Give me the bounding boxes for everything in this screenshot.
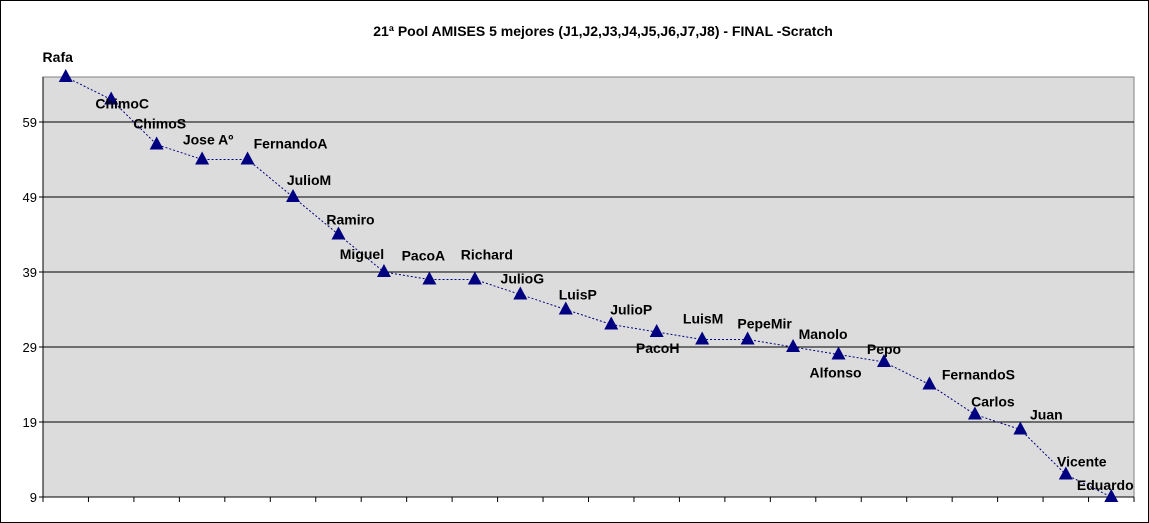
data-label: Juan xyxy=(1030,407,1063,423)
data-point-marker xyxy=(513,286,528,300)
data-label: LuisM xyxy=(683,311,723,327)
data-label: Eduardo xyxy=(1077,477,1134,493)
data-point-marker xyxy=(195,151,210,165)
plot-area xyxy=(42,76,1135,498)
data-label: Jose Aº xyxy=(183,132,234,148)
data-label: PacoH xyxy=(636,340,680,356)
data-point-marker xyxy=(331,226,346,240)
data-label: Rafa xyxy=(43,49,74,65)
data-label: ChimoS xyxy=(133,116,186,132)
data-point-marker xyxy=(104,91,119,105)
data-point-marker xyxy=(1104,489,1119,502)
data-label: FernandoA xyxy=(254,136,328,152)
data-point-marker xyxy=(467,271,482,285)
data-label: ChimoC xyxy=(95,96,149,112)
data-label: FernandoS xyxy=(942,367,1015,383)
data-label: JulioM xyxy=(287,172,331,188)
data-point-marker xyxy=(649,324,664,337)
data-label: Manolo xyxy=(799,326,848,342)
data-label: Miguel xyxy=(340,246,384,262)
y-tick-label: 9 xyxy=(30,490,37,505)
data-point-marker xyxy=(286,189,301,202)
data-point-marker xyxy=(604,316,619,330)
data-label: PepeMir xyxy=(737,316,792,332)
y-tick-label: 29 xyxy=(23,340,37,355)
data-label: Vicente xyxy=(1057,454,1107,470)
data-point-marker xyxy=(422,271,437,285)
data-point-marker xyxy=(876,354,891,367)
data-point-marker xyxy=(1058,466,1073,480)
data-point-marker xyxy=(240,151,255,165)
y-tick-label: 19 xyxy=(23,415,37,430)
data-point-marker xyxy=(740,331,755,345)
data-label: JulioP xyxy=(610,302,652,318)
data-label: Carlos xyxy=(971,394,1015,410)
data-point-marker xyxy=(558,301,573,315)
data-point-marker xyxy=(1013,421,1028,435)
data-point-marker xyxy=(376,264,391,277)
data-point-marker xyxy=(58,69,73,82)
data-label: Ramiro xyxy=(326,212,374,228)
data-point-marker xyxy=(695,331,710,345)
y-tick-label: 39 xyxy=(23,265,37,280)
data-label: Alfonso xyxy=(809,365,861,381)
data-label: Pepo xyxy=(867,341,901,357)
data-point-marker xyxy=(149,136,164,150)
y-tick-label: 59 xyxy=(23,115,37,130)
data-label: LuisP xyxy=(559,287,597,303)
data-label: Richard xyxy=(461,247,513,263)
data-label: PacoA xyxy=(402,248,446,264)
data-point-marker xyxy=(786,339,801,352)
data-point-marker xyxy=(831,346,846,360)
data-label: JulioG xyxy=(501,271,545,287)
y-tick-label: 49 xyxy=(23,190,37,205)
data-point-marker xyxy=(967,406,982,420)
series-line xyxy=(65,76,1112,498)
chart-title: 21ª Pool AMISES 5 mejores (J1,J2,J3,J4,J… xyxy=(373,23,833,39)
data-point-marker xyxy=(922,376,937,390)
